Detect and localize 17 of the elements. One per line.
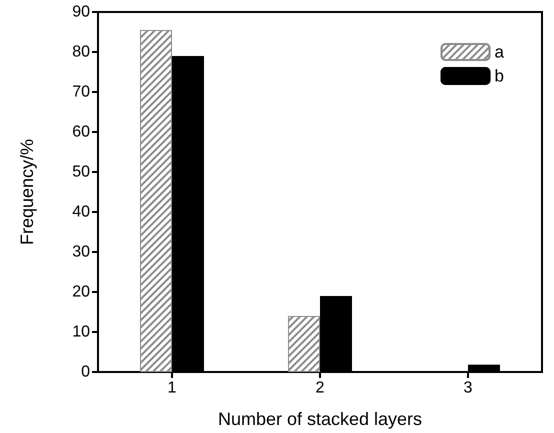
x-tick-label: 1 <box>168 380 177 396</box>
y-tick-label: 0 <box>81 364 90 380</box>
x-tick-label: 3 <box>464 380 473 396</box>
legend-label: a <box>494 42 505 62</box>
y-tick-label: 20 <box>72 284 90 300</box>
y-tick-label: 90 <box>72 4 90 20</box>
y-tick-label: 30 <box>72 244 90 260</box>
x-tick-label: 2 <box>316 380 325 396</box>
x-axis-title: Number of stacked layers <box>218 409 422 429</box>
y-tick-label: 60 <box>72 124 90 140</box>
y-tick-label: 10 <box>72 324 90 340</box>
y-tick-label: 80 <box>72 44 90 60</box>
y-axis-title: Frequency/% <box>17 138 37 246</box>
y-tick-label: 50 <box>72 164 90 180</box>
y-tick-label: 70 <box>72 84 90 100</box>
y-tick-label: 40 <box>72 204 90 220</box>
legend-label: b <box>494 66 504 86</box>
